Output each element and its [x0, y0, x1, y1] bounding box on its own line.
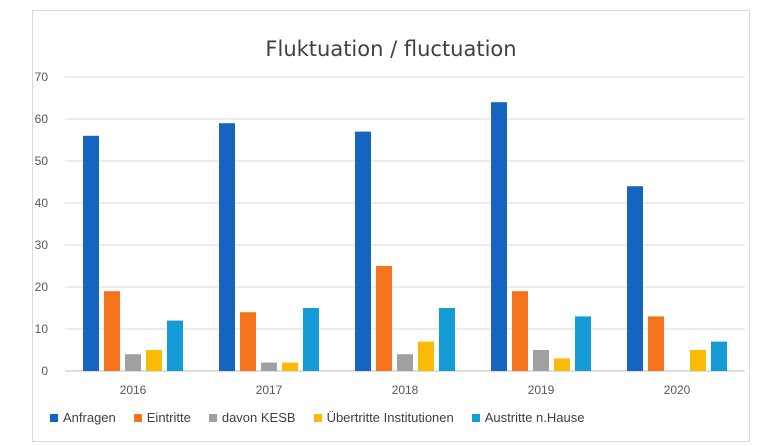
- legend: Anfragen Eintritte davon KESB Übertritte In…: [50, 410, 602, 425]
- legend-item: Anfragen: [50, 410, 116, 425]
- legend-item: Eintritte: [133, 410, 191, 425]
- y-axis: 0 10 20 30 40 50 60 70: [35, 70, 49, 378]
- legend-item: Übertritte Institutionen: [313, 410, 454, 425]
- bar-2017-davon-kesb: [261, 362, 277, 371]
- x-tick-label: 2019: [528, 383, 555, 397]
- bar-2016-eintritte: [104, 291, 120, 371]
- legend-label: Übertritte Institutionen: [326, 410, 454, 425]
- bar-2020-anfragen: [627, 186, 643, 371]
- bars: [83, 102, 727, 371]
- y-tick-label: 0: [41, 364, 48, 378]
- bar-2020-eintritte: [648, 316, 664, 371]
- legend-label: Anfragen: [63, 410, 116, 425]
- bar-2020-austritte-n-hause: [711, 341, 727, 371]
- bar-2019--bertritte-institutionen: [554, 358, 570, 371]
- bar-2018--bertritte-institutionen: [418, 341, 434, 371]
- bar-2020--bertritte-institutionen: [690, 350, 706, 371]
- bar-2016-davon-kesb: [125, 354, 141, 371]
- legend-label: Eintritte: [146, 410, 191, 425]
- y-tick-label: 10: [35, 322, 49, 336]
- legend-item: Austritte n.Hause: [471, 410, 585, 425]
- bar-2018-davon-kesb: [397, 354, 413, 371]
- chart-title: Fluktuation / fluctuation: [265, 37, 517, 61]
- legend-swatch: [208, 413, 217, 422]
- bar-2017-anfragen: [219, 123, 235, 371]
- legend-label: davon KESB: [221, 410, 296, 425]
- bar-2016--bertritte-institutionen: [146, 350, 162, 371]
- bar-2019-austritte-n-hause: [575, 316, 591, 371]
- y-tick-label: 60: [35, 112, 49, 126]
- legend-swatch: [50, 413, 58, 422]
- x-tick-label: 2016: [120, 383, 147, 397]
- x-axis: 2016 2017 2018 2019 2020: [120, 383, 691, 397]
- legend-swatch: [313, 413, 322, 422]
- bar-2019-eintritte: [512, 291, 528, 371]
- x-tick-label: 2020: [664, 383, 691, 397]
- bar-2018-anfragen: [355, 131, 371, 371]
- x-tick-label: 2017: [256, 383, 283, 397]
- bar-2017-eintritte: [240, 312, 256, 371]
- y-tick-label: 30: [35, 238, 49, 252]
- bar-2019-anfragen: [491, 102, 507, 371]
- legend-swatch: [133, 413, 142, 422]
- x-tick-label: 2018: [392, 383, 419, 397]
- legend-swatch: [471, 413, 480, 422]
- bar-2018-austritte-n-hause: [439, 308, 455, 371]
- y-tick-label: 70: [35, 70, 49, 84]
- legend-item: davon KESB: [208, 410, 296, 425]
- y-tick-label: 40: [35, 196, 49, 210]
- bar-2018-eintritte: [376, 266, 392, 371]
- bar-2016-austritte-n-hause: [167, 320, 183, 371]
- bar-2016-anfragen: [83, 135, 99, 371]
- bar-2017--bertritte-institutionen: [282, 362, 298, 371]
- y-tick-label: 20: [35, 280, 49, 294]
- bar-2017-austritte-n-hause: [303, 308, 319, 371]
- legend-label: Austritte n.Hause: [484, 410, 585, 425]
- y-tick-label: 50: [35, 154, 49, 168]
- bar-2019-davon-kesb: [533, 350, 549, 371]
